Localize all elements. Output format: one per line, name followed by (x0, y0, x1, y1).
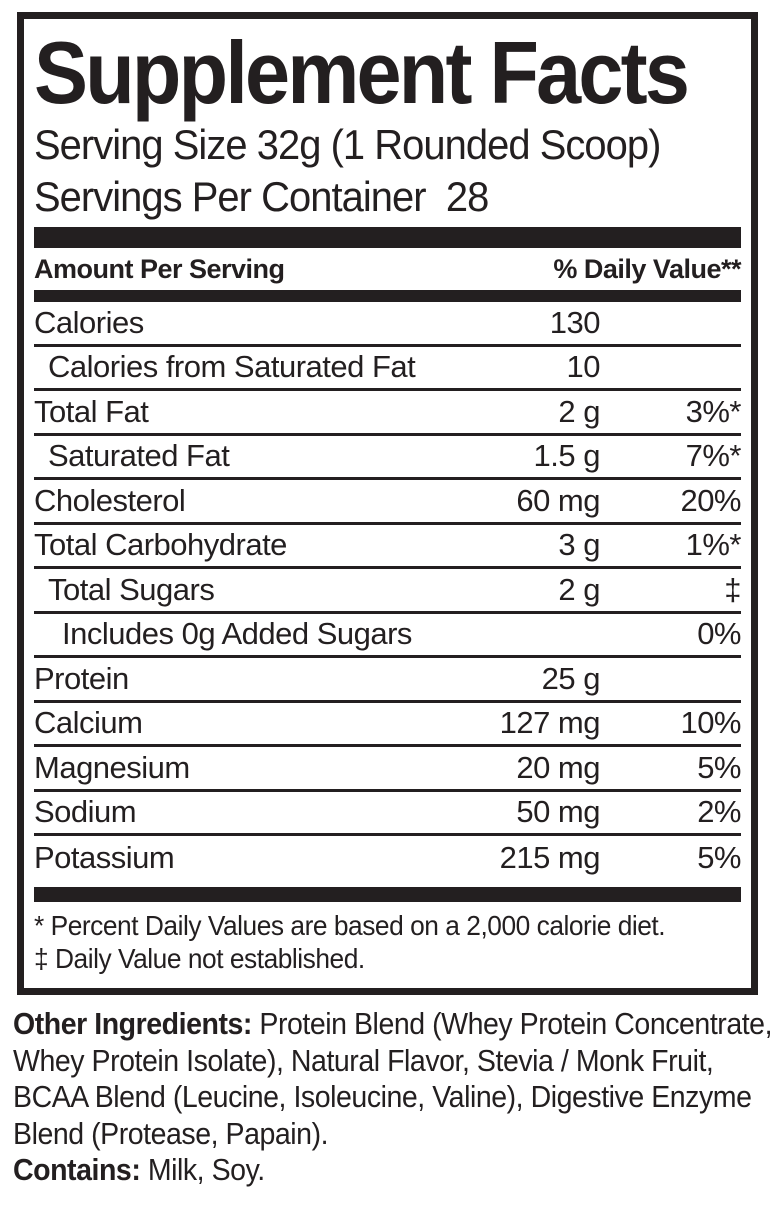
nutrient-daily-value: 7%* (685, 438, 742, 474)
nutrient-amount: 3 g (558, 527, 600, 563)
divider-bar-thick-top (34, 227, 741, 248)
table-row: Protein 25 g (34, 658, 741, 703)
table-row: Sodium 50 mg 2% (34, 792, 742, 836)
table-row: Calories 130 (34, 302, 741, 347)
table-row: Calories from Saturated Fat 10 (34, 347, 741, 391)
nutrient-name: Cholesterol (34, 482, 186, 518)
table-row: Saturated Fat 1.5 g 7%* (34, 436, 742, 480)
nutrient-name: Potassium (34, 840, 175, 876)
supplement-facts-panel: Supplement Facts Serving Size 32g (1 Rou… (17, 12, 758, 995)
table-row: Calcium 127 mg 10% (34, 703, 742, 747)
ingredient-line-prefix: Other Ingredients: (13, 1006, 252, 1041)
nutrient-amount: 25 g (541, 660, 601, 696)
nutrient-daily-value: 5% (697, 840, 741, 876)
nutrient-amount: 2 g (558, 393, 600, 429)
nutrient-name: Saturated Fat (48, 438, 230, 474)
nutrient-daily-value: 3%* (685, 393, 742, 429)
panel-title: Supplement Facts (34, 23, 690, 122)
nutrient-daily-value: ‡ (724, 571, 741, 607)
nutrient-name: Total Sugars (48, 571, 215, 607)
ingredient-line: Blend (Protease, Papain). (13, 1115, 329, 1151)
nutrient-daily-value: 1%* (685, 527, 742, 563)
divider-bar-thick-bottom (34, 886, 741, 902)
nutrient-name: Total Fat (34, 393, 149, 429)
nutrient-name: Magnesium (34, 749, 190, 785)
footnote-not-established: ‡ Daily Value not established. (34, 942, 365, 974)
footnotes: * Percent Daily Values are based on a 2,… (34, 909, 699, 975)
column-header-row: Amount Per Serving % Daily Value** (34, 248, 741, 290)
nutrient-amount: 215 mg (499, 840, 601, 876)
nutrient-name: Calcium (34, 705, 143, 741)
nutrient-name: Protein (34, 660, 129, 696)
ingredient-line: Contains: Milk, Soy. (13, 1152, 265, 1187)
table-row: Includes 0g Added Sugars 0% (34, 614, 742, 658)
nutrient-name: Calories from Saturated Fat (48, 349, 416, 385)
nutrient-name: Sodium (34, 794, 137, 830)
ingredient-line: BCAA Blend (Leucine, Isoleucine, Valine)… (13, 1079, 752, 1114)
ingredient-line: Whey Protein Isolate), Natural Flavor, S… (13, 1042, 714, 1078)
nutrient-amount: 2 g (558, 571, 600, 607)
table-row: Total Sugars 2 g ‡ (34, 569, 742, 614)
nutrient-name: Calories (34, 304, 144, 340)
nutrient-amount: 10 (566, 349, 601, 385)
footnote-daily-values: * Percent Daily Values are based on a 2,… (34, 909, 666, 941)
ingredient-line-prefix: Contains: (13, 1152, 141, 1187)
nutrient-name: Total Carbohydrate (34, 527, 287, 563)
nutrient-amount: 127 mg (499, 705, 601, 741)
nutrient-table: Calories 130 Calories from Saturated Fat 10… (34, 302, 742, 881)
nutrient-daily-value: 0% (697, 616, 741, 652)
divider-bar-medium (34, 290, 741, 302)
nutrient-daily-value: 20% (680, 482, 741, 518)
nutrient-name: Includes 0g Added Sugars (62, 616, 412, 652)
nutrient-amount: 50 mg (516, 794, 600, 830)
daily-value-header: % Daily Value** (553, 253, 741, 284)
table-row: Cholesterol 60 mg 20% (34, 480, 742, 525)
nutrient-amount: 20 mg (516, 749, 600, 785)
table-row: Potassium 215 mg 5% (34, 836, 742, 881)
serving-size-line: Serving Size 32g (1 Rounded Scoop) (34, 121, 661, 168)
nutrient-amount: 130 (549, 304, 601, 340)
nutrient-amount: 60 mg (516, 482, 600, 518)
nutrient-daily-value: 5% (697, 749, 741, 785)
nutrient-daily-value: 2% (697, 794, 741, 830)
other-ingredients-section: Other Ingredients: Protein Blend (Whey P… (13, 1006, 773, 1189)
table-row: Magnesium 20 mg 5% (34, 747, 742, 792)
ingredient-line: Other Ingredients: Protein Blend (Whey P… (13, 1006, 773, 1041)
servings-per-container-line: Servings Per Container 28 (34, 173, 489, 220)
nutrient-daily-value: 10% (680, 705, 741, 741)
amount-per-serving-header: Amount Per Serving (34, 253, 285, 284)
table-row: Total Fat 2 g 3%* (34, 391, 742, 436)
nutrient-amount: 1.5 g (533, 438, 601, 474)
table-row: Total Carbohydrate 3 g 1%* (34, 525, 742, 569)
